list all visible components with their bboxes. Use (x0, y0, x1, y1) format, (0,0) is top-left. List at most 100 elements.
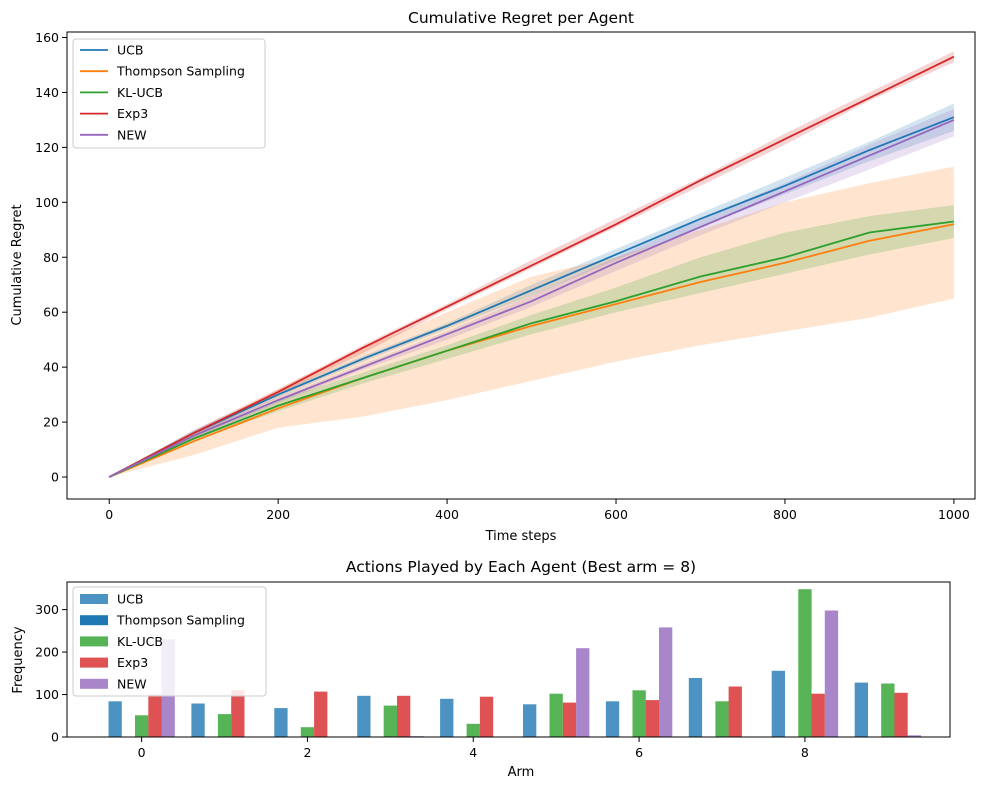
legend-label-thompson-sampling: Thompson Sampling (116, 613, 245, 628)
y-tick-label: 0 (51, 470, 59, 485)
x-tick-label: 1000 (938, 507, 970, 522)
legend-label-new: NEW (117, 676, 147, 691)
regret-x-ticks: 0 200 400 600 800 1000 (105, 499, 970, 522)
line-ucb (108, 116, 955, 478)
bar-exp3-arm-5 (562, 702, 577, 737)
x-tick-label: 4 (469, 745, 477, 760)
bar-exp3-arm-9 (894, 692, 908, 737)
y-tick-label: 140 (35, 85, 59, 100)
bar-exp3-arm-2 (314, 691, 328, 737)
line-kl-ucb (108, 220, 955, 478)
regret-x-axis-label: Time steps (485, 529, 557, 544)
x-tick-label: 6 (635, 745, 643, 760)
bar-exp3-arm-4 (479, 696, 494, 737)
bar-kl-ucb-arm-0 (135, 715, 149, 737)
legend-label-ucb: UCB (117, 592, 143, 607)
bar-kl-ucb-arm-3 (383, 705, 397, 737)
bar-kl-ucb-arm-5 (549, 693, 563, 737)
legend-label-ucb: UCB (117, 43, 143, 58)
actions-chart-title: Actions Played by Each Agent (Best arm =… (346, 558, 696, 576)
line-exp3 (108, 55, 955, 478)
actions-y-axis-label: Frequency (11, 626, 26, 693)
regret-plot-frame (66, 31, 976, 500)
regret-chart-title: Cumulative Regret per Agent (408, 9, 634, 27)
legend-swatch-kl-ucb (80, 636, 108, 647)
band-new (109, 108, 954, 478)
bar-kl-ucb-arm-4 (466, 723, 480, 737)
x-tick-label: 8 (801, 745, 809, 760)
bar-kl-ucb-arm-2 (300, 727, 315, 737)
legend-label-new: NEW (117, 127, 147, 142)
bar-ucb-arm-1 (191, 703, 205, 737)
bar-ucb-arm-0 (108, 701, 122, 737)
x-tick-label: 0 (105, 507, 113, 522)
legend-label-exp3: Exp3 (117, 655, 148, 670)
actions-bars (108, 589, 921, 737)
bar-ucb-arm-8 (771, 670, 785, 737)
x-tick-label: 600 (604, 507, 628, 522)
y-tick-label: 60 (43, 305, 59, 320)
regret-series-lines (108, 55, 955, 478)
bar-ucb-arm-2 (274, 708, 288, 737)
bar-exp3-arm-7 (728, 686, 742, 737)
x-tick-label: 200 (266, 507, 290, 522)
legend-swatch-thompson-sampling (80, 615, 108, 626)
legend-box (72, 586, 267, 697)
bar-exp3-arm-1 (231, 690, 245, 737)
legend-box (72, 38, 266, 149)
bar-ucb-arm-5 (523, 704, 537, 737)
y-tick-label: 100 (35, 195, 59, 210)
bar-new-arm-5 (576, 648, 590, 737)
legend-swatch-ucb (80, 594, 108, 604)
y-tick-label: 0 (51, 730, 59, 745)
bar-new-arm-8 (824, 610, 839, 737)
y-tick-label: 300 (35, 602, 59, 617)
regret-chart: Cumulative Regret per Agent 0 200 400 600 80… (10, 9, 976, 544)
x-tick-label: 800 (773, 507, 797, 522)
bar-kl-ucb-arm-9 (881, 683, 895, 737)
y-tick-label: 200 (35, 645, 59, 660)
legend-label-kl-ucb: KL-UCB (117, 634, 163, 649)
band-thompson-sampling (109, 166, 954, 477)
actions-x-axis-label: Arm (508, 765, 535, 780)
bar-kl-ucb-arm-8 (798, 589, 812, 737)
y-tick-label: 160 (35, 30, 59, 45)
bar-exp3-arm-6 (645, 700, 659, 737)
bar-ucb-arm-4 (440, 698, 454, 737)
bar-exp3-arm-3 (397, 695, 411, 737)
bar-exp3-arm-0 (148, 694, 162, 737)
legend-swatch-exp3 (80, 657, 108, 668)
actions-y-ticks: 0 100 200 300 (35, 602, 67, 745)
bar-ucb-arm-9 (854, 682, 868, 737)
actions-plot-frame (66, 581, 951, 738)
bar-kl-ucb-arm-1 (217, 714, 232, 737)
legend-label-thompson-sampling: Thompson Sampling (116, 64, 245, 79)
legend-swatch-new (80, 678, 108, 689)
y-tick-label: 20 (43, 415, 59, 430)
regret-y-ticks: 0 20 40 60 80 100 120 140 160 (35, 30, 67, 485)
bar-kl-ucb-arm-7 (715, 701, 729, 737)
bar-ucb-arm-6 (605, 701, 620, 737)
bar-kl-ucb-arm-6 (632, 690, 646, 737)
line-thompson-sampling (108, 223, 955, 478)
y-tick-label: 80 (43, 250, 59, 265)
actions-chart: Actions Played by Each Agent (Best arm =… (11, 558, 951, 780)
regret-legend: UCB Thompson Sampling KL-UCB Exp3 NEW (72, 38, 266, 149)
bar-new-arm-9 (907, 735, 921, 737)
legend-label-exp3: Exp3 (117, 106, 148, 121)
actions-legend: UCB Thompson Sampling KL-UCB Exp3 NEW (72, 586, 267, 697)
y-tick-label: 100 (35, 687, 59, 702)
actions-x-ticks: 0 2 4 6 8 (138, 737, 809, 760)
x-tick-label: 400 (435, 507, 459, 522)
x-tick-label: 0 (138, 745, 146, 760)
y-tick-label: 40 (43, 360, 59, 375)
x-tick-label: 2 (303, 745, 311, 760)
line-new (108, 119, 955, 478)
bar-new-arm-6 (659, 627, 673, 737)
legend-label-kl-ucb: KL-UCB (117, 85, 163, 100)
bar-ucb-arm-7 (688, 678, 703, 737)
bar-exp3-arm-8 (811, 693, 825, 737)
y-tick-label: 120 (35, 140, 59, 155)
bar-ucb-arm-3 (357, 695, 371, 737)
